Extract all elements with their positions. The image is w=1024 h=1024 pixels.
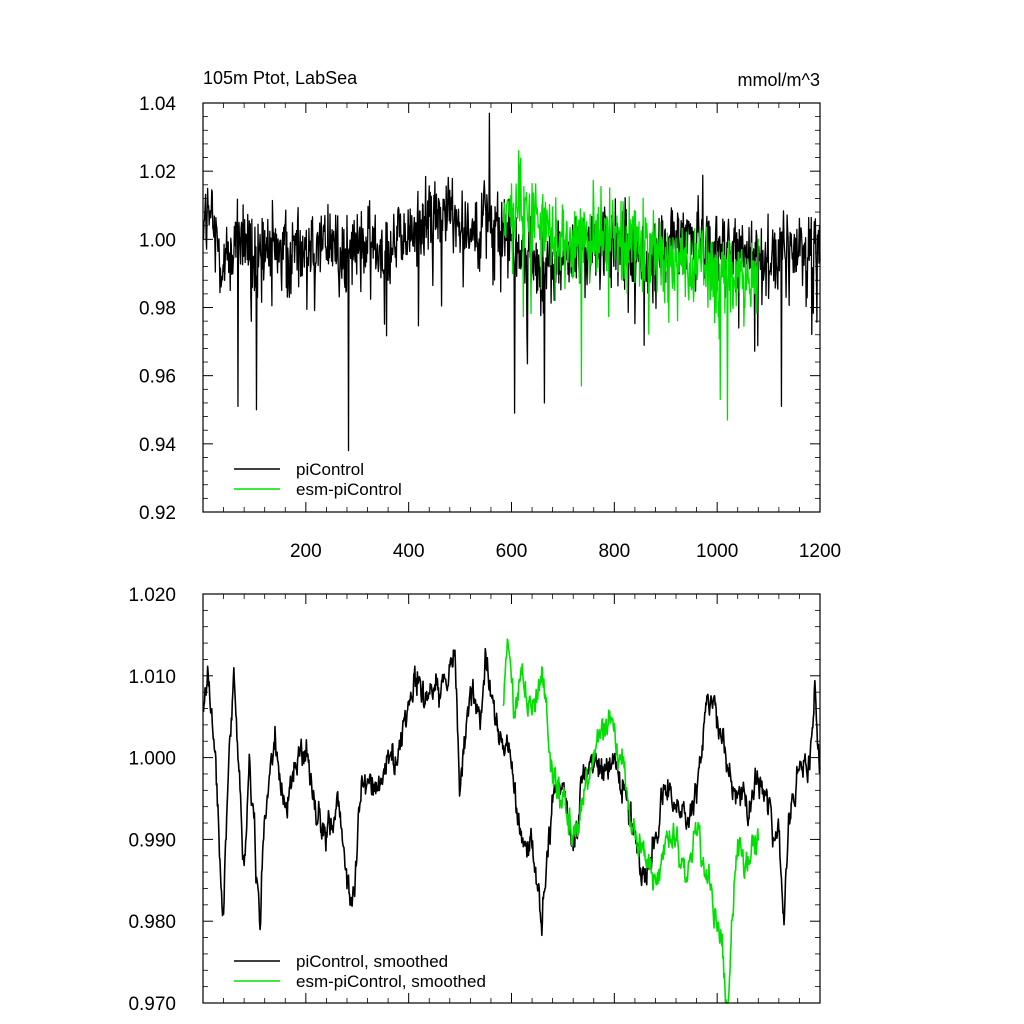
x-tick-label: 1200 <box>799 541 841 562</box>
top-legend: piControl esm-piControl <box>234 460 402 499</box>
legend-label-picontrol-smoothed: piControl, smoothed <box>296 952 448 971</box>
y-tick-label: 0.92 <box>139 503 176 524</box>
legend-label-esm-picontrol: esm-piControl <box>296 480 402 499</box>
y-tick-label: 0.98 <box>139 299 176 320</box>
bottom-axes: 0.970 0.980 0.990 1.000 1.010 1.020 <box>128 585 821 1015</box>
y-tick-label: 1.010 <box>128 667 176 688</box>
y-tick-label: 1.00 <box>139 230 176 251</box>
x-tick-label: 600 <box>496 541 528 562</box>
x-tick-label: 400 <box>393 541 425 562</box>
y-tick-label: 0.980 <box>128 912 176 933</box>
y-tick-label: 0.970 <box>128 994 176 1015</box>
top-axes: 200 400 600 800 1000 1200 0.92 0.94 0.96 0.98 1.00… <box>139 94 841 562</box>
series-line-esm-picontrol-smoothed <box>502 638 760 1004</box>
x-tick-label: 200 <box>290 541 322 562</box>
series-line-picontrol-smoothed <box>202 647 821 937</box>
bottom-panel: 0.970 0.980 0.990 1.000 1.010 1.020 piControl… <box>128 585 821 1015</box>
y-tick-label: 1.000 <box>128 749 176 770</box>
units-label: mmol/m^3 <box>738 70 820 90</box>
y-tick-label: 0.990 <box>128 830 176 851</box>
bottom-series-layer <box>202 638 821 1004</box>
top-series-layer <box>202 112 821 452</box>
y-tick-label: 0.94 <box>139 435 176 456</box>
legend-label-esm-picontrol-smoothed: esm-piControl, smoothed <box>296 972 486 991</box>
y-tick-label: 1.04 <box>139 94 176 115</box>
series-line-esm-picontrol <box>502 150 759 421</box>
legend-label-picontrol: piControl <box>296 460 364 479</box>
chart-title: 105m Ptot, LabSea <box>203 68 358 88</box>
y-tick-label: 1.020 <box>128 585 176 606</box>
y-tick-label: 1.02 <box>139 162 176 183</box>
x-tick-label: 800 <box>598 541 630 562</box>
x-tick-label: 1000 <box>696 541 738 562</box>
y-tick-label: 0.96 <box>139 367 176 388</box>
plot-frame <box>202 593 821 1004</box>
bottom-legend: piControl, smoothed esm-piControl, smoot… <box>234 952 486 991</box>
top-panel: 105m Ptot, LabSea mmol/m^3 200 400 600 800 1… <box>139 68 841 562</box>
